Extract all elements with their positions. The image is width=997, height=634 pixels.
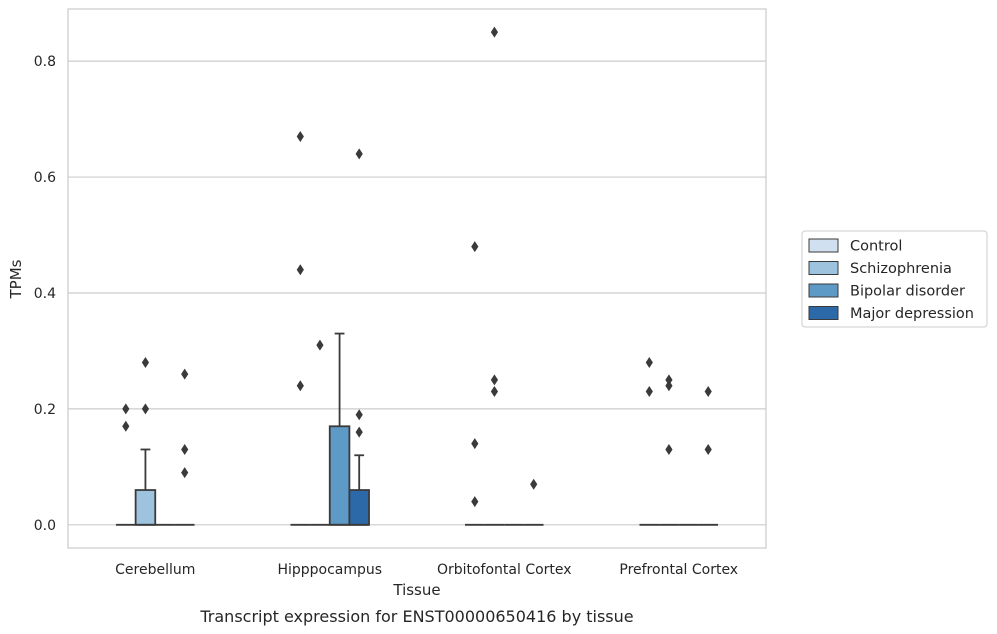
legend-label: Bipolar disorder [850,284,965,300]
outlier-point [141,403,150,415]
chart-title: Transcript expression for ENST0000065041… [199,607,633,626]
legend-label: Schizophrenia [850,261,952,277]
legend-swatch [808,238,839,253]
box-schizophrenia [484,26,505,526]
box-control [639,357,660,526]
legend-label: Control [850,239,902,255]
box-control [290,131,311,526]
outlier-point [490,26,499,38]
y-tick-label: 0.8 [34,54,56,70]
outlier-point [471,241,479,253]
legend-swatch [808,261,839,275]
box-schizophrenia [134,357,157,526]
box-control [464,241,485,526]
box-body [328,425,351,526]
outlier-point [704,443,712,455]
legend-box [801,230,988,328]
outlier-point [355,148,363,160]
outlier-point [645,386,653,398]
x-tick-label: Orbitofontal Cortex [437,562,572,578]
box-major-depression [348,148,370,526]
outlier-point [490,374,499,386]
box-major-depression [523,478,544,526]
box-schizophrenia [659,374,679,526]
outlier-point [122,420,130,432]
y-tick-label: 0.4 [34,286,56,302]
y-tick-label: 0.0 [34,518,56,534]
gridlines [68,60,766,526]
x-tick-label: Prefrontal Cortex [619,562,738,578]
outlier-point [296,380,304,392]
outlier-point [530,478,538,490]
box-bipolar-disorder [328,332,351,526]
outlier-point [181,443,189,455]
box-major-depression [698,386,719,526]
outlier-point [471,438,479,450]
y-axis-label: TPMs [7,259,25,299]
y-axis-ticks: 0.0 0.2 0.4 0.6 0.8 [34,54,56,534]
outlier-point [122,403,130,415]
plot-frame [67,8,767,549]
y-tick-label: 0.6 [34,170,56,186]
box-body [134,489,157,526]
box-major-depression [174,368,195,526]
x-axis-label: Tissue [392,581,440,599]
outlier-point [645,357,653,369]
box-plot-series [115,26,719,526]
outlier-point [665,443,673,455]
outlier-point [471,496,479,508]
y-tick-label: 0.2 [34,402,56,418]
outlier-point [296,264,304,276]
outlier-point [355,409,363,421]
outlier-point [704,386,712,398]
legend-swatch [808,283,839,298]
outlier-point [355,426,363,438]
outlier-point [181,368,189,380]
x-tick-label: Hipppocampus [277,562,382,578]
box-schizophrenia [310,339,330,526]
outlier-point [490,386,499,398]
x-axis-ticks: Cerebellum Hipppocampus Orbitofontal Corte… [115,562,738,578]
outlier-point [665,380,673,392]
legend-label: Major depression [850,306,974,322]
outlier-point [316,339,324,351]
x-tick-label: Cerebellum [115,562,195,578]
outlier-point [665,374,673,386]
box-control [115,403,136,526]
outlier-point [181,467,189,479]
outlier-point [141,357,150,369]
legend-swatch [808,306,839,320]
legend: Control Schizophrenia Bipolar disorder Majo… [801,230,988,328]
box-body [348,489,370,526]
outlier-point [296,131,304,143]
